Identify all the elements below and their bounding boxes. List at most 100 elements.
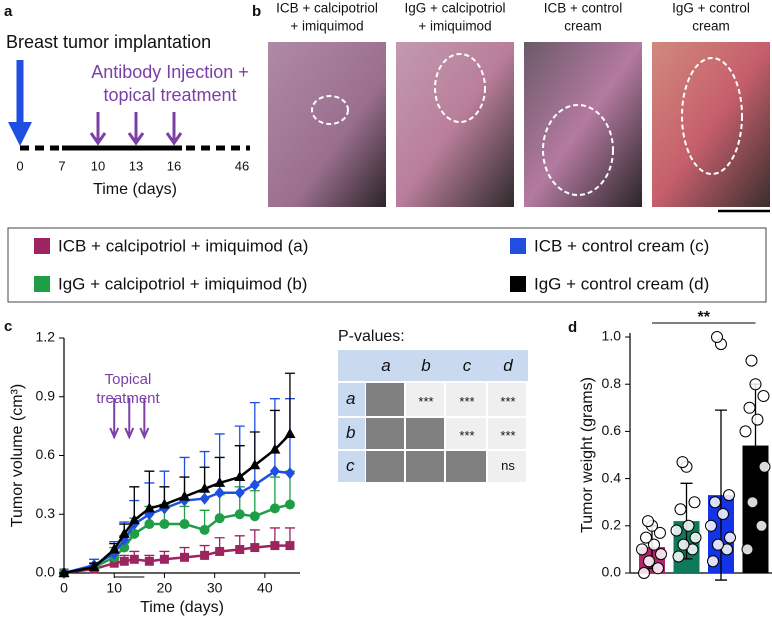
p-value: *** xyxy=(459,394,474,409)
data-point xyxy=(745,354,758,367)
photo-caption: ICB + control xyxy=(544,1,622,16)
marker xyxy=(179,519,190,530)
row-header-bg xyxy=(338,383,365,416)
marker xyxy=(129,528,140,539)
legend-swatch xyxy=(34,276,50,292)
marker xyxy=(129,554,139,564)
x-tick-label: 10 xyxy=(106,580,122,596)
marker xyxy=(158,498,170,509)
row-header-bg xyxy=(338,418,365,449)
legend-box xyxy=(7,227,767,303)
legend-label: ICB + control cream (c) xyxy=(534,236,709,255)
panel-label: a xyxy=(4,3,13,20)
photo-caption: IgG + calcipotriol xyxy=(405,1,506,16)
marker xyxy=(159,519,170,530)
timeline-tick-label: 46 xyxy=(235,158,249,173)
error-bar xyxy=(269,409,280,450)
line-chart: 0.0 0.3 0.6 0.9 1.2 0 10 20 30 40 Time (days) Tumor… xyxy=(9,329,300,616)
photo-caption: + imiquimod xyxy=(418,19,491,34)
timeline-tick-label: 7 xyxy=(58,158,65,173)
data-point xyxy=(743,401,756,414)
p-value: *** xyxy=(500,394,515,409)
p-value: *** xyxy=(500,428,515,443)
y-tick-label: 1.0 xyxy=(602,328,622,344)
marker xyxy=(214,513,225,524)
error-bar xyxy=(144,470,155,509)
data-point xyxy=(677,538,690,551)
marker xyxy=(270,541,280,551)
data-point xyxy=(682,519,695,532)
timeline-tick-label: 13 xyxy=(129,158,143,173)
data-point xyxy=(723,489,735,502)
treatment-label: topical treatment xyxy=(103,85,236,105)
x-tick-label: 0 xyxy=(60,580,68,596)
marker xyxy=(199,482,211,493)
data-point xyxy=(643,555,655,568)
marker xyxy=(269,503,280,514)
panel-label: b xyxy=(252,3,261,20)
data-point xyxy=(688,496,701,509)
data-point xyxy=(717,508,729,520)
marker xyxy=(199,492,210,505)
panel-label: d xyxy=(568,319,577,336)
column-header: d xyxy=(503,356,513,375)
column-header: c xyxy=(463,356,472,375)
marker xyxy=(285,541,295,551)
y-tick-label: 0.0 xyxy=(602,564,622,580)
timeline-ticks: 0 7 10 13 16 46 xyxy=(16,112,249,173)
marker xyxy=(180,552,190,562)
arrow-head xyxy=(124,427,135,440)
marker xyxy=(199,524,210,535)
data-point xyxy=(751,413,764,426)
y-tick-label: 0.8 xyxy=(602,375,622,391)
data-point xyxy=(741,543,754,556)
timeline-tick-label: 0 xyxy=(16,158,23,173)
data-point xyxy=(758,460,771,473)
treatment-label: Antibody Injection + xyxy=(91,62,249,82)
marker xyxy=(118,527,130,538)
marker xyxy=(144,519,155,530)
data-point xyxy=(642,515,654,528)
data-point xyxy=(746,496,759,509)
photo xyxy=(524,42,642,207)
photo xyxy=(652,42,770,207)
marker xyxy=(284,467,295,480)
tumor-outline xyxy=(434,53,486,123)
table-cell xyxy=(366,383,404,416)
table-cell xyxy=(366,451,404,482)
panel-label: c xyxy=(4,318,12,335)
y-tick-label: 0.6 xyxy=(602,422,622,438)
marker xyxy=(214,486,225,499)
y-tick-label: 0.6 xyxy=(36,446,56,462)
data-point xyxy=(755,519,768,532)
y-tick-label: 0.9 xyxy=(36,387,56,403)
photo-caption: ICB + calcipotriol xyxy=(276,1,378,16)
photo-caption: cream xyxy=(564,19,602,34)
marker xyxy=(159,554,169,564)
arrow-head xyxy=(89,132,107,146)
x-tick-label: 20 xyxy=(157,580,173,596)
annotation: Topical xyxy=(105,371,152,388)
data-point xyxy=(636,543,648,556)
data-point xyxy=(689,531,702,544)
row-header-bg xyxy=(338,451,365,482)
data-point xyxy=(739,425,752,438)
arrow-head xyxy=(165,132,183,146)
table-cell xyxy=(406,383,444,416)
legend-swatch xyxy=(510,238,526,254)
marker xyxy=(88,561,100,572)
data-point xyxy=(670,524,683,537)
legend-swatch xyxy=(510,276,526,292)
marker xyxy=(144,556,154,566)
marker xyxy=(284,499,295,510)
marker xyxy=(109,558,119,568)
photos: ICB + calcipotriol + imiquimod IgG + calci… xyxy=(268,1,770,207)
tumor-outline xyxy=(311,95,349,125)
tumor-outline xyxy=(681,57,743,175)
marker xyxy=(284,427,296,438)
marker xyxy=(234,509,245,520)
error-bar xyxy=(284,372,295,434)
data-point xyxy=(712,538,724,551)
